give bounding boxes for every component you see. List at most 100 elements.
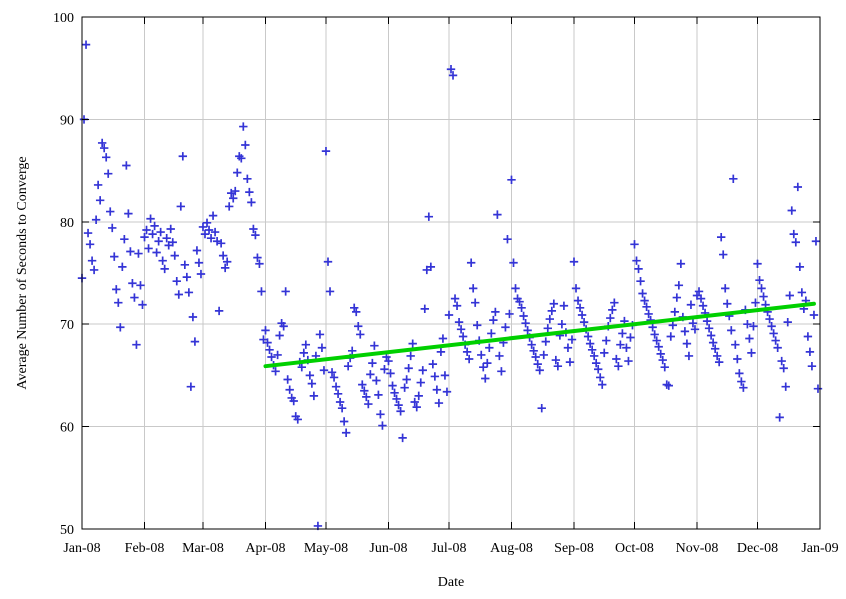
data-point-marker [462,347,472,357]
data-point-marker [95,196,105,205]
data-point-marker [245,187,254,197]
data-point-marker [523,326,532,335]
data-point-marker [634,264,643,274]
data-point-marker [402,375,411,384]
x-tick-label: Jul-08 [431,541,466,556]
data-point-marker [388,381,397,390]
data-point-marker [477,350,486,360]
data-point-marker [339,417,349,426]
data-point-marker [168,238,177,247]
data-point-marker [255,259,264,268]
data-point-marker [565,357,575,367]
data-point-marker [537,403,546,413]
data-point-marker [249,224,258,234]
data-point-marker [743,320,752,329]
data-point-marker [184,288,194,297]
data-point-marker [539,350,548,360]
data-point-marker [723,299,732,308]
data-point-marker [757,284,766,293]
data-point-marker [267,352,276,362]
data-point-marker [614,361,623,371]
data-point-marker [535,366,544,375]
data-point-marker [376,410,385,419]
data-point-marker [481,374,490,383]
data-point-marker [473,321,482,330]
data-point-marker [577,310,587,320]
y-tick-label: 80 [60,216,74,231]
data-point-marker [769,329,778,338]
data-point-marker [202,218,212,228]
data-point-marker [384,356,393,366]
y-tick-label: 100 [53,11,74,26]
data-point-marker [398,433,407,443]
data-point-marker [156,227,165,237]
data-point-marker [452,301,462,310]
data-point-marker [408,339,417,348]
data-point-marker [132,340,141,349]
data-point-marker [616,340,625,349]
data-point-marker [366,370,375,379]
data-point-marker [307,379,317,388]
data-point-marker [729,174,738,183]
data-point-marker [214,306,224,316]
data-point-marker [716,232,726,242]
data-point-marker [374,390,383,400]
data-point-marker [130,293,139,302]
data-point-marker [598,380,607,389]
data-point-marker [138,300,147,309]
data-point-marker [309,391,319,401]
data-point-marker [231,186,240,196]
data-point-marker [809,310,819,320]
data-point-marker [390,388,399,398]
data-point-marker [591,358,601,368]
data-point-marker [418,366,427,375]
data-point-marker [468,284,478,293]
data-point-marker [333,389,343,399]
data-point-marker [739,383,748,392]
data-point-marker [327,368,337,377]
data-point-marker [640,296,649,305]
data-point-marker [517,303,526,313]
x-tick-label: Mar-08 [182,541,224,556]
data-point-marker [222,257,232,266]
data-point-marker [289,396,298,406]
data-point-marker [440,371,450,380]
data-point-marker [672,293,682,302]
data-point-marker [140,232,149,242]
data-point-marker [434,398,444,408]
data-point-marker [735,369,744,378]
data-point-marker [99,143,109,153]
data-point-marker [305,371,315,380]
data-point-marker [114,298,123,307]
data-point-marker [126,247,135,256]
data-point-marker [341,428,351,437]
data-point-marker [190,337,200,346]
data-point-marker [120,235,129,244]
data-point-marker [656,349,665,359]
data-point-marker [406,351,415,361]
data-point-marker [466,258,476,267]
data-point-marker [331,382,341,391]
data-point-marker [777,356,786,366]
data-point-marker [186,382,196,391]
data-point-marker [497,367,506,376]
data-point-marker [85,240,95,249]
data-point-marker [148,229,157,239]
data-point-marker [630,240,639,249]
data-point-marker [589,351,599,361]
data-point-marker [364,399,373,409]
y-tick-label: 90 [60,113,74,128]
data-point-marker [378,421,387,430]
data-point-marker [263,338,272,347]
data-point-marker [180,260,190,270]
data-point-marker [200,229,210,239]
x-tick-label: Jan-08 [63,541,100,556]
x-tick-labels: Jan-08 Feb-08 Mar-08 Apr-08 May-08 Jun-08 Jul-… [63,541,838,556]
data-point-marker [362,392,371,402]
data-point-marker [237,154,246,163]
data-point-marker [108,223,117,233]
data-point-marker [247,198,256,207]
data-point-marker [188,312,198,322]
data-point-marker [755,275,764,285]
data-point-marker [297,363,306,372]
